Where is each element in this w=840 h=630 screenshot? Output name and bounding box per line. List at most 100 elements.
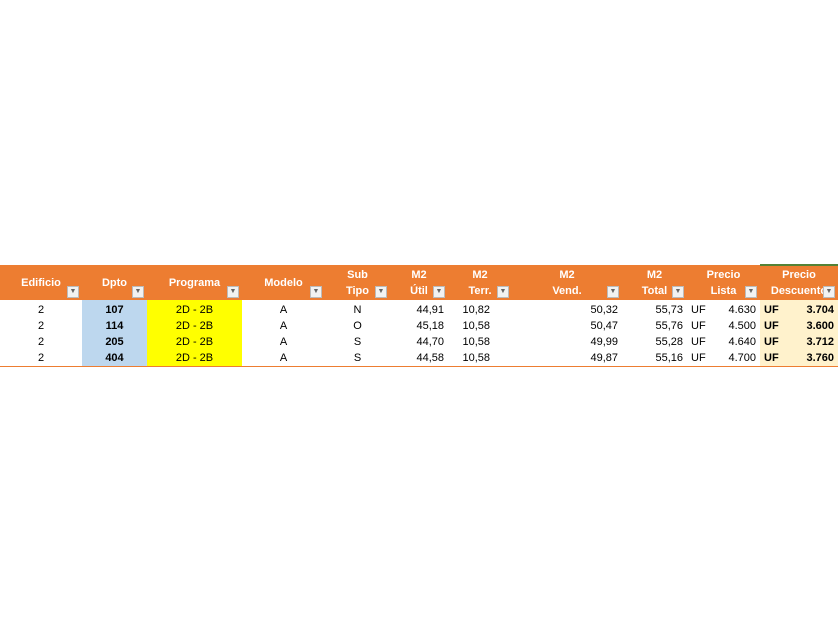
filter-dropdown-icon[interactable]: ▼ <box>745 286 757 298</box>
table-row[interactable]: 2 404 2D - 2B A S 44,58 10,58 49,87 55,1… <box>0 350 838 367</box>
cell-edificio[interactable]: 2 <box>37 304 45 316</box>
cell-m2-total[interactable]: 55,76 <box>655 320 683 332</box>
header-m2-vend: M2 Vend. ▼ <box>512 265 622 300</box>
filter-dropdown-icon[interactable]: ▼ <box>497 286 509 298</box>
cell-m2-vend[interactable]: 50,47 <box>590 320 618 332</box>
cell-precio-descuento[interactable]: UF 3.760 <box>760 350 838 367</box>
currency-label: UF <box>691 336 706 348</box>
header-m2-total: M2 Total ▼ <box>622 265 687 300</box>
filter-dropdown-icon[interactable]: ▼ <box>132 286 144 298</box>
header-label-line1: M2 <box>472 268 488 281</box>
header-edificio: Edificio ▼ <box>0 265 82 300</box>
header-m2-terr: M2 Terr. ▼ <box>448 265 512 300</box>
cell-precio-descuento[interactable]: UF 3.712 <box>760 334 838 350</box>
cell-dpto[interactable]: 114 <box>82 318 147 334</box>
cell-edificio[interactable]: 2 <box>37 352 45 364</box>
header-label: Programa <box>168 276 221 289</box>
currency-label: UF <box>691 304 706 316</box>
header-label: Tipo <box>345 284 369 297</box>
cell-modelo[interactable]: A <box>279 320 288 332</box>
cell-precio-lista[interactable]: UF 4.630 <box>687 300 760 318</box>
table-row[interactable]: 2 205 2D - 2B A S 44,70 10,58 49,99 55,2… <box>0 334 838 350</box>
cell-programa[interactable]: 2D - 2B <box>147 300 242 318</box>
precio-descuento-value: 3.600 <box>806 320 834 332</box>
cell-programa[interactable]: 2D - 2B <box>147 334 242 350</box>
header-label: Lista <box>710 284 737 297</box>
header-label: Modelo <box>264 276 303 289</box>
header-label: Terr. <box>468 284 492 297</box>
header-row: Edificio ▼ Dpto ▼ Programa ▼ Modelo ▼ Sub Tipo ▼ M2… <box>0 264 838 300</box>
filter-dropdown-icon[interactable]: ▼ <box>67 286 79 298</box>
precio-lista-value: 4.700 <box>728 352 756 364</box>
cell-precio-lista[interactable]: UF 4.640 <box>687 334 760 350</box>
header-label: Descuento <box>770 285 828 297</box>
cell-m2-util[interactable]: 44,91 <box>416 304 444 316</box>
cell-m2-total[interactable]: 55,28 <box>655 336 683 348</box>
cell-m2-util[interactable]: 44,70 <box>416 336 444 348</box>
currency-label: UF <box>691 352 706 364</box>
header-label-line1: Precio <box>706 268 741 281</box>
header-label-line1: M2 <box>559 268 575 281</box>
precio-descuento-value: 3.760 <box>806 352 834 364</box>
cell-subtipo[interactable]: S <box>353 336 362 348</box>
spreadsheet-table: Edificio ▼ Dpto ▼ Programa ▼ Modelo ▼ Sub Tipo ▼ M2… <box>0 264 838 367</box>
header-label: Dpto <box>101 276 128 289</box>
cell-precio-lista[interactable]: UF 4.500 <box>687 318 760 334</box>
cell-m2-vend[interactable]: 50,32 <box>590 304 618 316</box>
header-label: Vend. <box>552 284 582 297</box>
currency-label: UF <box>764 320 779 332</box>
precio-lista-value: 4.640 <box>728 336 756 348</box>
filter-dropdown-icon[interactable]: ▼ <box>607 286 619 298</box>
currency-label: UF <box>764 352 779 364</box>
header-label-line1: Precio <box>782 269 816 281</box>
cell-precio-descuento[interactable]: UF 3.600 <box>760 318 838 334</box>
cell-m2-total[interactable]: 55,16 <box>655 352 683 364</box>
table-row[interactable]: 2 107 2D - 2B A N 44,91 10,82 50,32 55,7… <box>0 300 838 318</box>
header-dpto: Dpto ▼ <box>82 265 147 300</box>
header-precio-lista: Precio Lista ▼ <box>687 265 760 300</box>
header-subtipo: Sub Tipo ▼ <box>325 265 390 300</box>
cell-dpto[interactable]: 404 <box>82 350 147 367</box>
header-m2-util: M2 Útil ▼ <box>390 265 448 300</box>
filter-dropdown-icon[interactable]: ▼ <box>375 286 387 298</box>
cell-m2-terr[interactable]: 10,82 <box>462 304 490 316</box>
cell-programa[interactable]: 2D - 2B <box>147 318 242 334</box>
header-label-line1: M2 <box>646 268 663 281</box>
cell-modelo[interactable]: A <box>279 352 288 364</box>
cell-m2-util[interactable]: 44,58 <box>416 352 444 364</box>
header-label: Total <box>641 284 668 297</box>
cell-m2-vend[interactable]: 49,99 <box>590 336 618 348</box>
cell-subtipo[interactable]: O <box>353 320 362 332</box>
header-label-line1: Sub <box>347 268 368 281</box>
currency-label: UF <box>691 320 706 332</box>
cell-dpto[interactable]: 205 <box>82 334 147 350</box>
cell-programa[interactable]: 2D - 2B <box>147 350 242 367</box>
filter-dropdown-icon[interactable]: ▼ <box>823 286 835 298</box>
cell-m2-vend[interactable]: 49,87 <box>590 352 618 364</box>
cell-edificio[interactable]: 2 <box>37 336 45 348</box>
cell-modelo[interactable]: A <box>279 304 288 316</box>
cell-subtipo[interactable]: N <box>353 304 362 316</box>
cell-edificio[interactable]: 2 <box>37 320 45 332</box>
table-row[interactable]: 2 114 2D - 2B A O 45,18 10,58 50,47 55,7… <box>0 318 838 334</box>
cell-precio-descuento[interactable]: UF 3.704 <box>760 300 838 318</box>
header-programa: Programa ▼ <box>147 265 242 300</box>
filter-dropdown-icon[interactable]: ▼ <box>672 286 684 298</box>
cell-precio-lista[interactable]: UF 4.700 <box>687 350 760 367</box>
precio-descuento-value: 3.712 <box>806 336 834 348</box>
cell-m2-terr[interactable]: 10,58 <box>462 320 490 332</box>
cell-modelo[interactable]: A <box>279 336 288 348</box>
filter-dropdown-icon[interactable]: ▼ <box>310 286 322 298</box>
cell-m2-terr[interactable]: 10,58 <box>462 352 490 364</box>
cell-subtipo[interactable]: S <box>353 352 362 364</box>
precio-descuento-value: 3.704 <box>806 304 834 316</box>
header-modelo: Modelo ▼ <box>242 265 325 300</box>
cell-m2-total[interactable]: 55,73 <box>655 304 683 316</box>
precio-lista-value: 4.500 <box>728 320 756 332</box>
filter-dropdown-icon[interactable]: ▼ <box>227 286 239 298</box>
cell-m2-terr[interactable]: 10,58 <box>462 336 490 348</box>
cell-m2-util[interactable]: 45,18 <box>416 320 444 332</box>
filter-dropdown-icon[interactable]: ▼ <box>433 286 445 298</box>
header-label: Edificio <box>21 276 61 289</box>
cell-dpto[interactable]: 107 <box>82 300 147 318</box>
